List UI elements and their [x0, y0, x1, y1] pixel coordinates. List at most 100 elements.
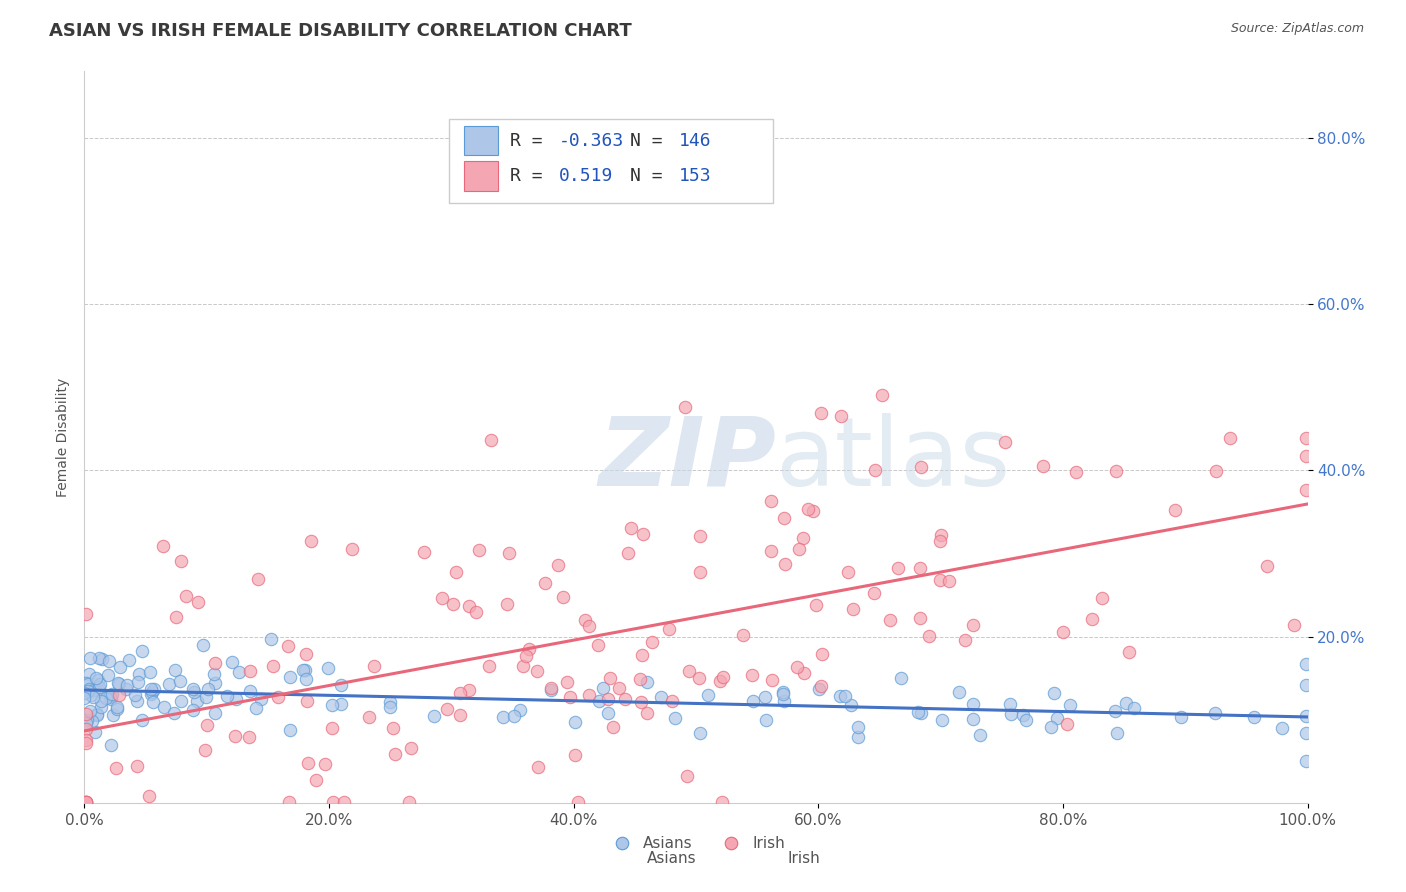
Point — [910, 459, 932, 474]
Point — [551, 590, 574, 604]
Point — [675, 769, 697, 783]
Point — [527, 760, 550, 774]
Point — [90, 700, 112, 714]
Point — [169, 673, 191, 688]
Point — [599, 671, 621, 685]
Point — [381, 721, 404, 735]
Point — [688, 672, 710, 686]
Point — [80, 688, 103, 702]
Point — [464, 605, 486, 619]
Point — [969, 728, 991, 742]
Point — [246, 572, 269, 586]
Point — [761, 673, 783, 687]
Point — [696, 689, 718, 703]
Point — [910, 706, 932, 720]
Point — [294, 663, 316, 677]
Point — [89, 651, 111, 665]
Point — [1295, 431, 1317, 445]
Point — [152, 539, 174, 553]
Point — [848, 730, 870, 744]
Point — [711, 670, 734, 684]
Point — [1205, 464, 1227, 478]
Point — [363, 659, 385, 673]
Point — [75, 736, 97, 750]
Point — [633, 527, 655, 541]
Point — [127, 675, 149, 690]
Point — [238, 731, 260, 745]
Point — [86, 708, 108, 723]
Point — [607, 681, 630, 695]
Point — [931, 713, 953, 727]
Point — [321, 698, 343, 713]
Point — [578, 688, 600, 702]
Point — [1046, 711, 1069, 725]
Point — [811, 647, 834, 661]
Point — [446, 565, 468, 579]
Point — [131, 644, 153, 658]
Point — [436, 702, 458, 716]
Point — [118, 653, 141, 667]
Point — [503, 709, 526, 723]
Point — [613, 692, 636, 706]
Point — [103, 707, 125, 722]
Point — [1170, 710, 1192, 724]
Point — [413, 545, 436, 559]
Bar — [464, 161, 498, 191]
Point — [908, 611, 931, 625]
Text: Asians: Asians — [647, 851, 696, 865]
Point — [142, 681, 165, 696]
Point — [204, 676, 226, 690]
Point — [1014, 714, 1036, 728]
Point — [890, 671, 912, 685]
Point — [863, 586, 886, 600]
Point — [139, 665, 162, 679]
Point — [75, 676, 97, 690]
Text: 146: 146 — [679, 132, 711, 150]
Point — [297, 756, 319, 770]
Point — [786, 660, 808, 674]
Point — [1107, 725, 1129, 739]
Point — [104, 761, 127, 775]
Point — [75, 795, 97, 809]
Point — [195, 717, 218, 731]
Point — [295, 672, 318, 686]
Point — [131, 713, 153, 727]
Point — [1295, 726, 1317, 740]
Point — [574, 613, 596, 627]
Point — [79, 704, 101, 718]
Point — [329, 678, 352, 692]
Point — [588, 638, 610, 652]
Point — [165, 609, 187, 624]
Point — [661, 693, 683, 707]
Point — [174, 589, 197, 603]
Point — [938, 574, 960, 588]
Point — [834, 689, 856, 703]
Point — [73, 691, 96, 706]
Point — [759, 494, 782, 508]
Point — [105, 699, 128, 714]
Point — [187, 595, 209, 609]
Point — [170, 693, 193, 707]
Point — [564, 747, 586, 762]
Y-axis label: Female Disability: Female Disability — [56, 377, 70, 497]
Point — [1163, 503, 1185, 517]
Point — [401, 741, 423, 756]
Point — [908, 560, 931, 574]
Point — [1043, 686, 1066, 700]
Point — [1295, 657, 1317, 671]
Point — [772, 685, 794, 699]
Point — [498, 546, 520, 560]
Point — [170, 554, 193, 568]
Bar — [464, 126, 498, 155]
Point — [153, 700, 176, 714]
Point — [1104, 704, 1126, 718]
Point — [96, 690, 118, 705]
Point — [1064, 466, 1087, 480]
Point — [759, 544, 782, 558]
Point — [998, 698, 1021, 712]
Point — [458, 599, 481, 613]
Point — [515, 649, 537, 664]
Point — [278, 795, 301, 809]
Point — [592, 681, 614, 695]
Point — [221, 656, 243, 670]
